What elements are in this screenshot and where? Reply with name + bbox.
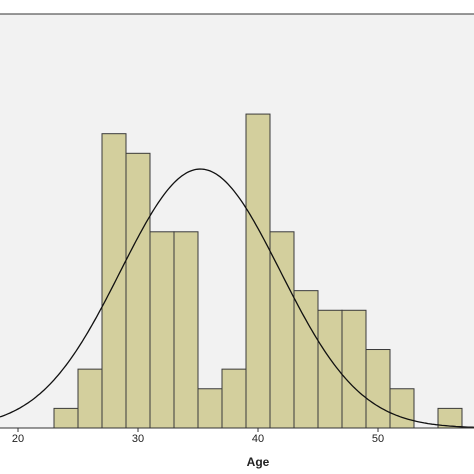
x-tick-label: 50 <box>372 433 384 445</box>
bar <box>77 368 103 429</box>
bar <box>221 368 247 429</box>
plot-area <box>0 14 474 428</box>
bar <box>101 133 127 429</box>
x-tick-label: 30 <box>132 433 144 445</box>
bar <box>389 388 415 429</box>
bar <box>53 407 79 429</box>
bar <box>365 349 391 429</box>
bar <box>149 231 175 429</box>
x-tick-label: 20 <box>12 433 24 445</box>
bar <box>293 290 319 429</box>
bar <box>341 309 367 429</box>
bar <box>125 152 151 429</box>
x-axis-label: Age <box>247 455 270 469</box>
bar <box>269 231 295 429</box>
bar <box>245 113 271 429</box>
bar <box>173 231 199 429</box>
bar <box>197 388 223 429</box>
x-tick-label: 40 <box>252 433 264 445</box>
normal-curve <box>0 168 474 428</box>
